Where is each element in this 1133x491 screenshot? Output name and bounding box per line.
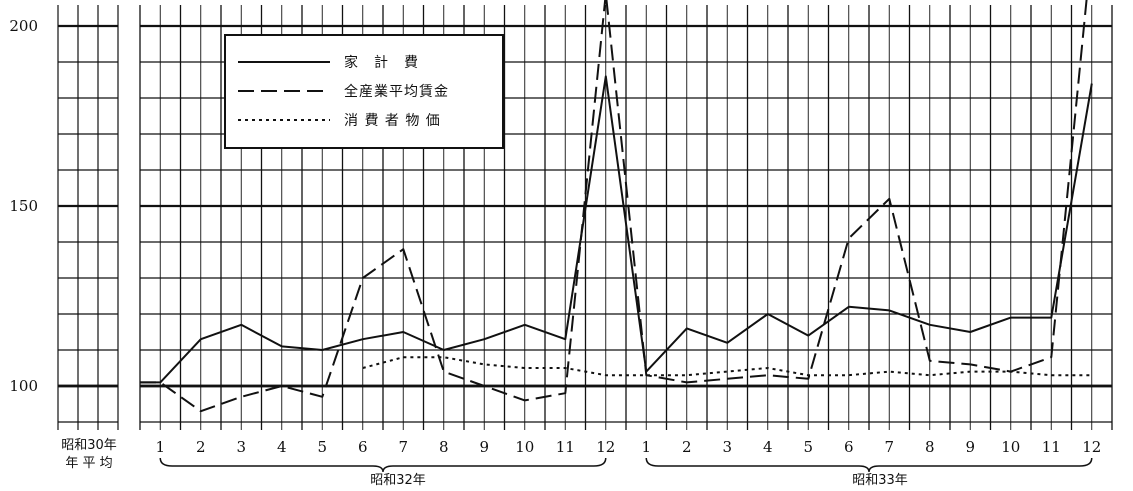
y-tick-label: 100: [9, 377, 38, 395]
x-tick-label: 10: [1001, 438, 1020, 456]
x-tick-label: 10: [515, 438, 534, 456]
x-tick-label: 4: [763, 438, 773, 456]
x-tick-label: 5: [803, 438, 813, 456]
x-tick-label: 7: [398, 438, 408, 456]
year-brace: [645, 457, 1093, 473]
year-brace: [159, 457, 607, 473]
x-tick-label: 3: [722, 438, 732, 456]
y-tick-label: 200: [9, 17, 38, 35]
legend: 家 計 費 全産業平均賃金 消 費 者 物 価: [224, 34, 504, 149]
x-tick-label: 9: [479, 438, 489, 456]
base-period-label-line2: 年 平 均: [65, 456, 112, 471]
legend-label-1: 家 計 費: [344, 54, 419, 71]
x-tick-label: 8: [925, 438, 935, 456]
x-tick-label: 9: [965, 438, 975, 456]
x-tick-label: 5: [317, 438, 327, 456]
year-label-1: 昭和32年: [370, 473, 426, 488]
legend-label-3: 消 費 者 物 価: [344, 113, 441, 129]
x-tick-label: 2: [196, 438, 206, 456]
x-tick-label: 8: [439, 438, 449, 456]
x-tick-label: 12: [596, 438, 615, 456]
x-tick-label: 7: [884, 438, 894, 456]
base-period-label-line1: 昭和30年: [61, 438, 117, 453]
x-tick-label: 6: [844, 438, 854, 456]
x-tick-label: 2: [682, 438, 692, 456]
series-line-2: [140, 0, 1088, 413]
series-lines: [140, 0, 1093, 413]
x-tick-label: 11: [1042, 438, 1061, 456]
legend-label-2: 全産業平均賃金: [344, 83, 449, 100]
x-tick-label: 6: [358, 438, 368, 456]
year-label-2: 昭和33年: [852, 473, 908, 488]
series-line-1: [140, 75, 1093, 384]
x-tick-label: 11: [556, 438, 575, 456]
x-tick-label: 1: [155, 438, 165, 456]
x-tick-label: 12: [1082, 438, 1101, 456]
series-line-3: [362, 356, 1092, 377]
year-braces: [159, 457, 1093, 473]
x-tick-label: 1: [641, 438, 651, 456]
y-tick-label: 150: [9, 197, 38, 215]
x-tick-label: 4: [277, 438, 287, 456]
x-tick-label: 3: [236, 438, 246, 456]
